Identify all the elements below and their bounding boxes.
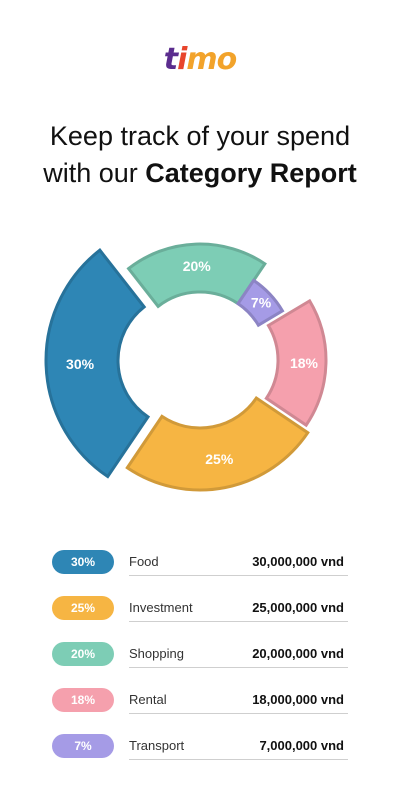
legend-divider [129,759,348,760]
category-legend: 30% Food 30,000,000 vnd 25% Investment 2… [52,542,348,772]
timo-logo: timo [0,42,400,77]
donut-slice-transport [235,278,285,328]
donut-label-rental: 18% [290,355,319,371]
legend-row: 30% Food 30,000,000 vnd [52,542,348,588]
headline-line-1: Keep track of your spend [49,121,351,151]
donut-slice-rental [264,298,328,428]
legend-divider [129,575,348,576]
legend-percent-badge: 18% [52,688,114,712]
donut-label-transport: 7% [251,294,272,310]
legend-row: 20% Shopping 20,000,000 vnd [52,634,348,680]
legend-amount: 18,000,000 vnd [252,692,344,707]
headline-line-2-prefix: with our [43,158,146,188]
legend-row: 18% Rental 18,000,000 vnd [52,680,348,726]
donut-label-food: 30% [66,356,95,372]
legend-percent-badge: 20% [52,642,114,666]
legend-percent-badge: 30% [52,550,114,574]
legend-category-name: Rental [129,692,167,707]
donut-slice-shopping [126,242,267,309]
legend-amount: 30,000,000 vnd [252,554,344,569]
legend-amount: 7,000,000 vnd [259,738,344,753]
legend-divider [129,713,348,714]
legend-divider [129,621,348,622]
logo-letters-mo: mo [186,42,237,77]
logo-letter-i: i [177,42,187,77]
donut-label-investment: 25% [205,451,234,467]
logo-letter-t: t [163,42,178,77]
headline-line-2: with our Category Report [0,155,400,192]
donut-slice-food [44,248,151,479]
legend-amount: 20,000,000 vnd [252,646,344,661]
legend-category-name: Food [129,554,159,569]
headline: Keep track of your spend with our Catego… [0,118,400,192]
headline-line-2-bold: Category Report [145,158,357,188]
legend-row: 25% Investment 25,000,000 vnd [52,588,348,634]
donut-slice-investment [125,395,310,492]
category-donut-chart: 30% 20% 7% 18% 25% [44,242,328,492]
legend-category-name: Transport [129,738,185,753]
legend-percent-badge: 25% [52,596,114,620]
donut-label-shopping: 20% [183,258,212,274]
donut-hole [134,294,266,426]
legend-amount: 25,000,000 vnd [252,600,344,615]
legend-divider [129,667,348,668]
legend-percent-badge: 7% [52,734,114,758]
legend-category-name: Investment [129,600,193,615]
legend-category-name: Shopping [129,646,184,661]
legend-row: 7% Transport 7,000,000 vnd [52,726,348,772]
